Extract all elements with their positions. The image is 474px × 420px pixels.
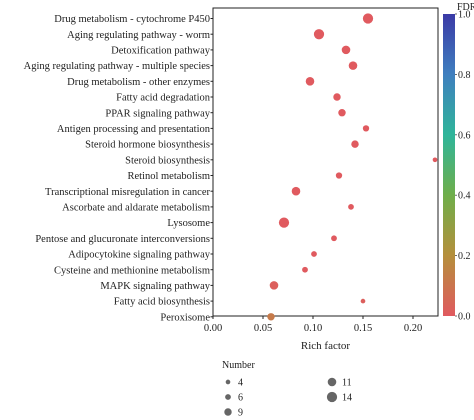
- fdr-color-legend: FDR 0.0 0.2 0.4 0.6 0.8 1.0: [443, 2, 474, 323]
- category-label: Retinol metabolism: [127, 171, 210, 182]
- size-legend-dot: [225, 394, 231, 400]
- data-point: [335, 172, 343, 179]
- category-label: Drug metabolism - other enzymes: [67, 77, 210, 88]
- size-legend-dot: [224, 408, 232, 416]
- data-point: [302, 266, 308, 273]
- x-tick-label: 0.05: [254, 323, 272, 334]
- size-legend-dot: [225, 379, 231, 385]
- category-label: PPAR signaling pathway: [105, 108, 210, 119]
- colorbar-tick-label: 0.2: [458, 251, 471, 262]
- category-label: Cysteine and methionine metabolism: [54, 265, 210, 276]
- data-point: [311, 251, 317, 257]
- data-point: [338, 108, 346, 117]
- data-point: [331, 235, 337, 242]
- size-legend-label: 4: [238, 378, 243, 389]
- category-label: Steroid biosynthesis: [125, 155, 210, 166]
- size-legend-dot: [327, 377, 337, 387]
- category-label: Antigen processing and presentation: [57, 124, 211, 135]
- colorbar-strip: [443, 14, 455, 316]
- data-point: [278, 217, 290, 228]
- colorbar-tick-label: 0.0: [458, 312, 471, 323]
- data-point: [313, 29, 325, 40]
- size-legend-dot: [326, 391, 338, 403]
- category-label: MAPK signaling pathway: [100, 281, 210, 292]
- x-tick-label: 0.00: [204, 323, 222, 334]
- category-label: Lysosome: [167, 218, 210, 229]
- data-point: [341, 45, 351, 55]
- colorbar-title: FDR: [457, 2, 474, 13]
- plot-area: [212, 7, 439, 321]
- size-legend-label: 9: [238, 408, 243, 419]
- size-legend-label: 14: [342, 393, 352, 404]
- data-point: [348, 204, 354, 210]
- x-tick-label: 0.20: [404, 323, 422, 334]
- data-point: [333, 93, 341, 101]
- category-label: Pentose and glucuronate interconversions: [35, 234, 210, 245]
- data-point: [305, 77, 315, 86]
- data-point: [362, 13, 374, 24]
- data-point: [351, 140, 359, 148]
- category-label: Fatty acid degradation: [116, 93, 211, 104]
- data-point: [432, 157, 438, 163]
- x-axis-title: Rich factor: [301, 340, 351, 352]
- category-labels: Drug metabolism - cytochrome P450 Aging r…: [24, 14, 213, 323]
- data-point: [267, 313, 275, 321]
- category-label: Steroid hormone biosynthesis: [85, 140, 210, 151]
- colorbar-tick-label: 0.8: [458, 70, 471, 81]
- category-label: Peroxisome: [160, 312, 210, 323]
- category-label: Drug metabolism - cytochrome P450: [54, 14, 210, 25]
- category-label: Aging regulating pathway - multiple spec…: [24, 61, 210, 72]
- plot-frame: [212, 7, 439, 317]
- data-point: [291, 186, 301, 196]
- data-point: [269, 281, 279, 290]
- category-label: Detoxification pathway: [111, 46, 211, 57]
- x-tick-label: 0.15: [354, 323, 372, 334]
- category-label: Transcriptional misregulation in cancer: [45, 187, 210, 198]
- size-legend-title: Number: [222, 360, 255, 371]
- x-axis: 0.00 0.05 0.10 0.15 0.20: [204, 316, 422, 334]
- category-label: Adipocytokine signaling pathway: [68, 250, 210, 261]
- data-point: [360, 298, 366, 304]
- x-tick-label: 0.10: [304, 323, 322, 334]
- category-label: Aging regulating pathway - worm: [67, 30, 210, 41]
- size-legend-label: 11: [342, 378, 352, 389]
- category-label: Ascorbate and aldarate metabolism: [62, 203, 210, 214]
- colorbar-tick-label: 0.6: [458, 130, 471, 141]
- size-legend-label: 6: [238, 393, 243, 404]
- category-label: Fatty acid biosynthesis: [114, 297, 210, 308]
- data-point: [348, 61, 358, 70]
- number-size-legend: Number 4 6 9 11 14: [222, 360, 352, 419]
- colorbar-tick-label: 1.0: [458, 10, 471, 21]
- colorbar-tick-label: 0.4: [458, 191, 471, 202]
- data-point: [362, 125, 370, 132]
